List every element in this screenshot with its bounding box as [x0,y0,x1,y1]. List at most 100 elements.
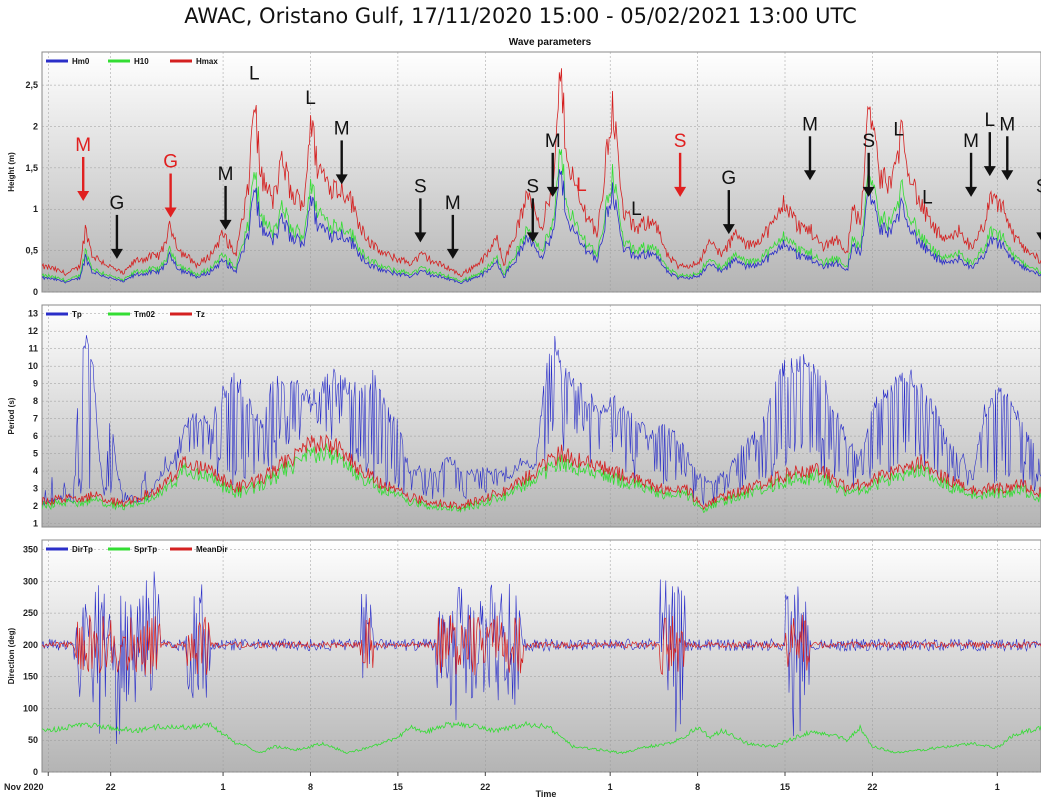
annotation-label: L [985,110,996,131]
legend-label: Hmax [196,57,218,66]
y-tick-label: 0 [33,287,38,297]
chart-title: AWAC, Oristano Gulf, 17/11/2020 15:00 - … [184,4,857,28]
annotation-label: L [249,63,260,84]
plot-area [41,539,1041,773]
series-line-h10 [42,149,1041,283]
series-line-meandir [42,614,1041,676]
series-line-tp [42,335,1041,506]
legend-label: H10 [134,57,149,66]
annotation-arrowhead [1036,232,1041,241]
annotations: MGGMLLMSMSMLLSGMSLLMLMS [75,63,1041,259]
series-line-hmax [42,68,1041,277]
y-tick-label: 7 [33,414,38,424]
legend-label: Tz [196,310,205,319]
y-tick-label: 1,5 [25,163,38,173]
x-tick-label: 1 [608,782,613,792]
annotation-arrowhead [965,186,978,197]
panel-3: 0 50 100 150 200 250 300 350 Direction (deg) DirT… [7,539,1041,777]
y-tick-label: 6 [33,431,38,441]
y-tick-label: 100 [23,703,38,713]
annotation-arrowhead [526,232,539,243]
annotation-label: M [75,135,91,156]
annotation-label: L [631,199,642,220]
y-tick-label: 4 [33,466,38,476]
annotation-arrowhead [219,219,232,230]
legend-label: MeanDir [196,545,228,554]
x-tick-label: 15 [780,782,790,792]
annotation-arrowhead [983,166,996,177]
legend-label: Hm0 [72,57,90,66]
y-tick-label: 11 [28,344,38,354]
series-lines [42,68,1041,285]
legend: DirTp SprTp MeanDir [46,545,228,554]
annotation-arrowhead [862,186,875,197]
legend-label: SprTp [134,545,157,554]
annotation-label: M [963,131,979,152]
series-line-sprtp [42,720,1041,755]
y-tick-label: 250 [23,608,38,618]
x-axis-label: Time [536,789,557,799]
x-tick-label: 1 [221,782,226,792]
annotation-label: M [218,164,234,185]
x-tick-label: 15 [393,782,403,792]
y-tick-label: 2 [33,501,38,511]
y-tick-label: 2,5 [25,80,38,90]
x-tick-label: 1 [995,782,1000,792]
y-axis-label: Height (m) [7,152,16,192]
annotation-arrowhead [674,186,687,197]
annotation-label: L [893,120,904,141]
y-tick-label: 2 [33,121,38,131]
y-tick-label: 1 [33,519,38,529]
annotation-label: S [674,131,687,152]
annotation-arrowhead [164,207,177,218]
annotation-label: G [721,168,736,189]
series-lines [42,335,1041,514]
annotation-label: M [445,193,461,214]
annotation-arrowhead [722,224,735,235]
annotation-label: S [862,131,875,152]
y-tick-label: 12 [28,326,38,336]
y-tick-label: 300 [23,576,38,586]
y-axis-label: Direction (deg) [7,627,16,684]
y-axis-label: Period (s) [7,397,16,434]
annotation-label: G [163,152,178,173]
y-tick-label: 8 [33,396,38,406]
annotation-label: L [576,175,587,196]
annotation-label: L [305,88,316,109]
annotation-label: M [802,114,818,135]
annotation-label: M [999,114,1015,135]
y-tick-label: 50 [28,735,38,745]
y-tick-label: 10 [28,361,38,371]
x-tick-label: 22 [867,782,877,792]
y-tick-label: 1 [33,204,38,214]
x-tick-label: Nov 2020 [4,782,44,792]
annotation-arrowhead [77,190,90,201]
legend-label: Tm02 [134,310,155,319]
y-tick-label: 150 [23,672,38,682]
legend: Hm0 H10 Hmax [46,57,218,66]
x-tick-label: 22 [106,782,116,792]
annotation-arrowhead [446,248,459,259]
y-tick-label: 3 [33,484,38,494]
annotation-arrowhead [546,186,559,197]
chart-subtitle: Wave parameters [509,37,592,48]
annotation-arrowhead [803,170,816,181]
annotation-label: M [334,118,350,139]
series-line-tz [42,433,1041,511]
annotation-arrowhead [414,232,427,243]
y-tick-label: 350 [23,545,38,555]
x-tick-label: 22 [480,782,490,792]
annotation-label: G [110,193,125,214]
y-tick-label: 0 [33,767,38,777]
x-tick-label: 8 [695,782,700,792]
annotation-label: S [414,176,427,197]
x-tick-label: 8 [308,782,313,792]
annotation-arrowhead [110,248,123,259]
annotation-label: S [1036,176,1041,197]
annotation-arrowhead [1001,170,1014,181]
plot-area [41,51,1041,293]
annotation-label: M [545,131,561,152]
annotation-label: L [922,188,933,209]
